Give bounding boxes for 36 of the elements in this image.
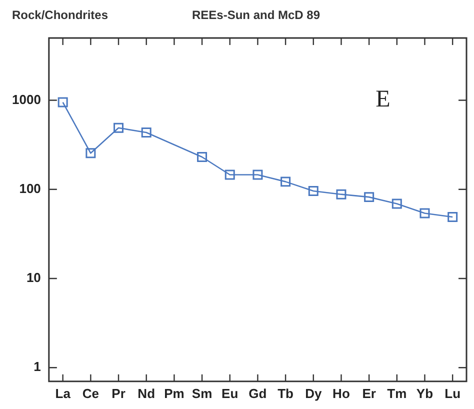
x-tick-label: Pr (112, 386, 126, 401)
x-tick-label: Nd (138, 386, 156, 401)
x-tick-label: Lu (444, 386, 461, 401)
x-tick-label: Ce (82, 386, 99, 401)
point (308, 186, 318, 196)
point (392, 198, 402, 209)
x-tick-label: Tm (387, 386, 407, 401)
point (58, 97, 68, 108)
point (224, 170, 235, 180)
x-tick-label: Gd (248, 386, 267, 401)
point (336, 189, 346, 200)
x-tick-label: Sm (192, 386, 212, 401)
point (141, 128, 152, 138)
y-tick-label: 1 (34, 359, 41, 374)
point (252, 170, 263, 180)
y-tick-label: 1000 (12, 92, 41, 107)
x-tick-label: La (55, 386, 72, 401)
point (197, 152, 208, 162)
point (420, 208, 430, 218)
y-tick-label: 100 (19, 180, 41, 196)
point (364, 192, 374, 202)
chart-subtitle: REEs-Sun and McD 89 (192, 8, 320, 22)
x-tick-label: Ho (332, 386, 350, 401)
x-tick-label: Pm (164, 386, 184, 401)
point (86, 148, 96, 158)
point (114, 122, 124, 133)
point (448, 212, 458, 222)
x-tick-label: Eu (222, 386, 238, 401)
x-tick-label: Yb (416, 386, 434, 401)
x-tick-label: Tb (278, 386, 294, 401)
x-tick-label: Er (362, 386, 376, 401)
x-tick-label: Dy (305, 386, 322, 401)
annotation: E (376, 86, 390, 112)
chart-title: Rock/Chondrites (12, 8, 108, 22)
y-tick-label: 10 (26, 270, 41, 286)
point (280, 176, 291, 187)
